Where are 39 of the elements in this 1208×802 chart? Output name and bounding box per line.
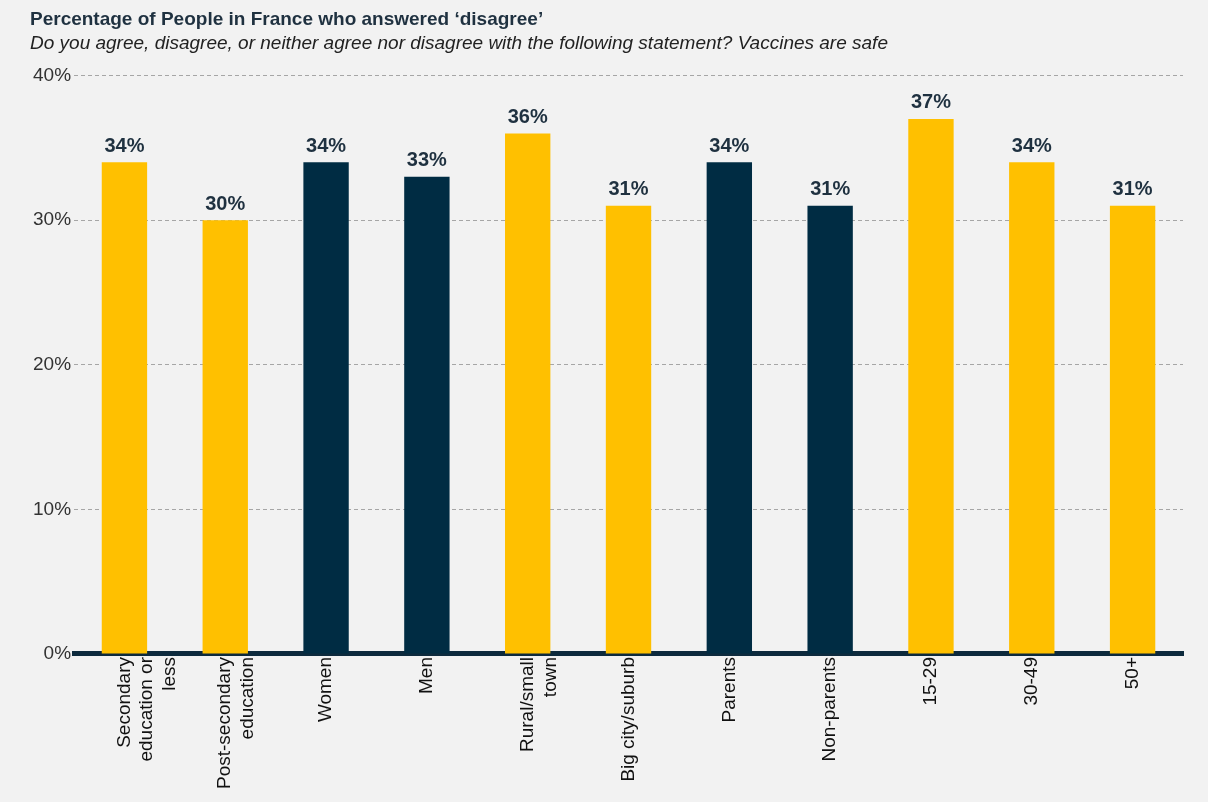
data-label: 31% — [1112, 177, 1153, 200]
data-label: 31% — [608, 177, 649, 200]
bar — [505, 133, 551, 654]
x-tick-label: Non-parents — [818, 656, 840, 762]
bar — [1109, 205, 1156, 654]
bar — [404, 176, 450, 654]
data-label: 31% — [810, 177, 851, 200]
data-label: 30% — [205, 191, 246, 214]
x-tick-label: Men — [415, 656, 437, 694]
data-label: 36% — [507, 104, 548, 127]
bar — [605, 205, 652, 654]
data-label: 34% — [1011, 133, 1053, 156]
bar — [706, 162, 753, 654]
bar — [1009, 162, 1055, 654]
data-label: 33% — [406, 148, 448, 171]
x-tick-label: 15-29 — [919, 656, 941, 706]
y-tick-label: 40% — [33, 63, 72, 85]
y-tick-label: 10% — [33, 497, 72, 519]
y-tick-label: 30% — [33, 208, 72, 230]
x-tick-label: Rural/small town — [515, 656, 560, 753]
bar — [908, 118, 954, 654]
x-tick-label: Secondary education or less — [112, 656, 180, 762]
x-tick-label: 30-49 — [1020, 656, 1042, 706]
y-tick-label: 0% — [43, 642, 72, 664]
data-label: 34% — [306, 133, 347, 156]
bar — [807, 205, 853, 654]
data-label: 37% — [910, 90, 952, 113]
x-tick-label: 50+ — [1120, 656, 1142, 690]
data-label: 34% — [709, 133, 750, 156]
bar — [202, 220, 248, 654]
x-tick-label: Women — [314, 656, 336, 723]
x-tick-label: Parents — [717, 656, 739, 723]
chart-subtitle: Do you agree, disagree, or neither agree nor disagree with the following statement? Vaccines are safe — [30, 32, 888, 54]
chart-title: Percentage of People in France who answered ‘disagree’ — [30, 7, 544, 29]
bar — [303, 162, 349, 654]
x-tick-label: Big city/suburb — [616, 656, 638, 782]
bar — [101, 162, 148, 654]
data-label: 34% — [104, 133, 145, 156]
y-tick-label: 20% — [33, 353, 72, 375]
